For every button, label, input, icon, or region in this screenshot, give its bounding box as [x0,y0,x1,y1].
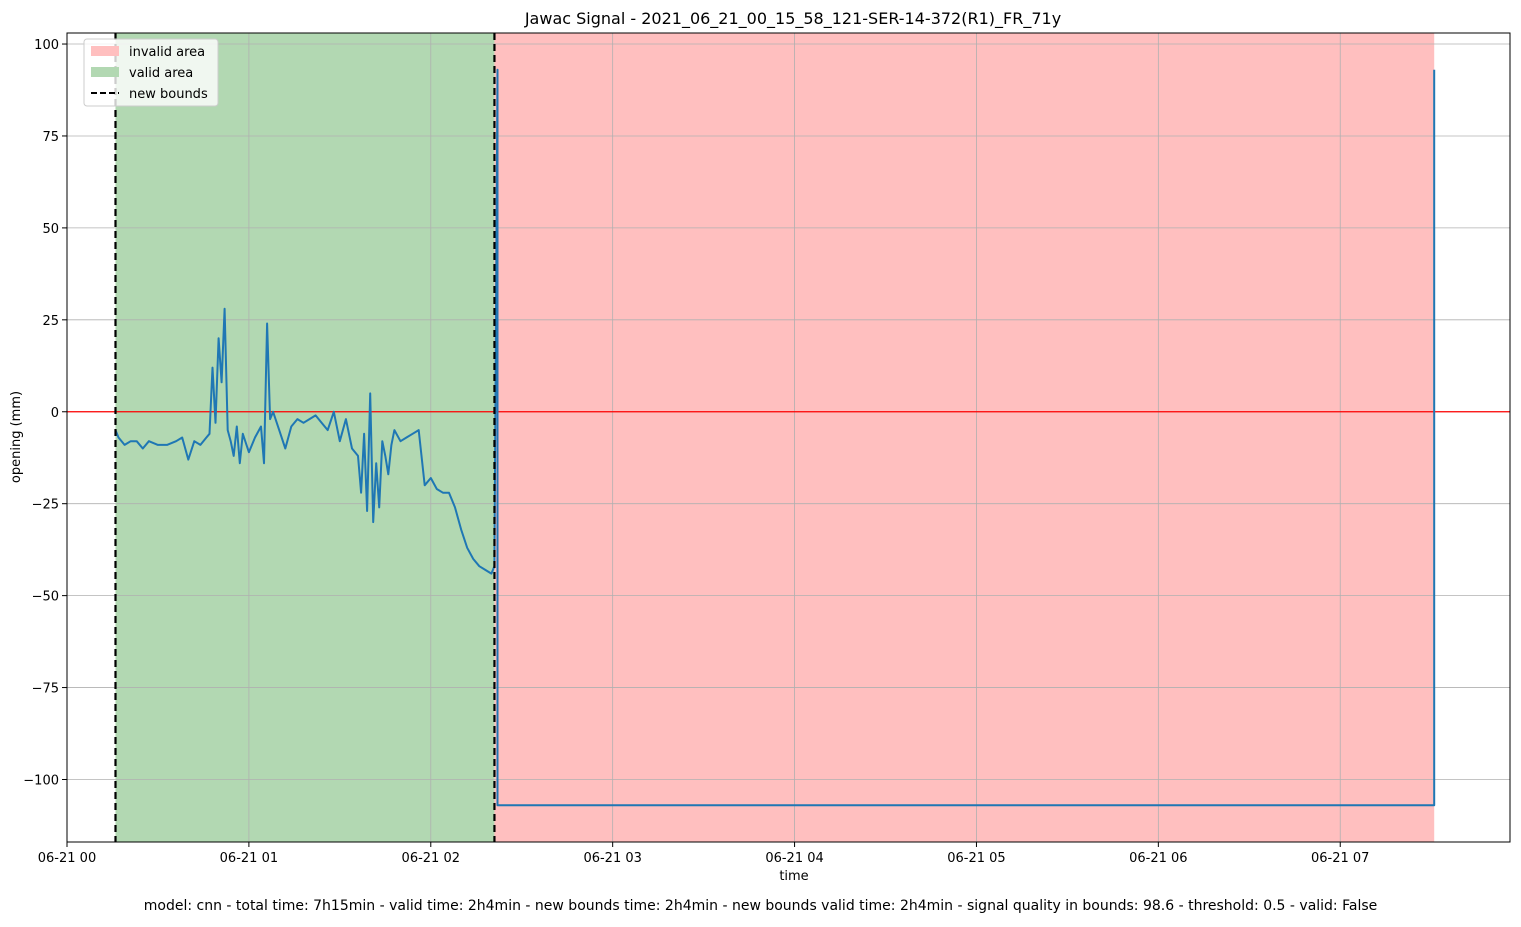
legend-label: new bounds [129,87,208,102]
y-tick-label: −50 [32,590,59,605]
legend-label: valid area [129,66,193,81]
x-axis-title: time [779,869,808,884]
model-summary-footer: model: cnn - total time: 7h15min - valid… [143,898,1378,914]
signal-line [114,68,1436,807]
y-tick-label: 50 [42,222,59,237]
x-tick-label: 06-21 06 [1129,851,1187,866]
valid-area-band [115,33,495,842]
x-tick-label: 06-21 01 [220,851,278,866]
x-tick-label: 06-21 07 [1311,851,1369,866]
chart-title: Jawac Signal - 2021_06_21_00_15_58_121-S… [524,9,1061,29]
y-tick-label: 75 [42,130,59,145]
y-tick-label: −75 [32,682,59,697]
y-tick-label: 25 [42,314,59,329]
legend: invalid area valid area new bounds [83,38,219,107]
plot-frame [66,32,1511,843]
x-tick-label: 06-21 00 [38,851,96,866]
x-tick-label: 06-21 04 [765,851,823,866]
legend-swatch [91,46,119,56]
y-tick-label: 0 [51,406,59,421]
legend-label: invalid area [129,45,205,60]
y-axis-title: opening (mm) [9,391,24,483]
plot-area: 06-21 00 06-21 01 06-21 02 06-21 03 06-21 04… [23,32,1511,866]
invalid-area-band [494,33,1435,842]
legend-swatch [91,67,119,77]
x-tick-label: 06-21 02 [402,851,460,866]
y-tick-label: −100 [23,773,59,788]
x-tick-label: 06-21 05 [947,851,1005,866]
x-tick-label: 06-21 03 [583,851,641,866]
y-tick-label: −25 [32,498,59,513]
y-tick-label: 100 [34,38,59,53]
